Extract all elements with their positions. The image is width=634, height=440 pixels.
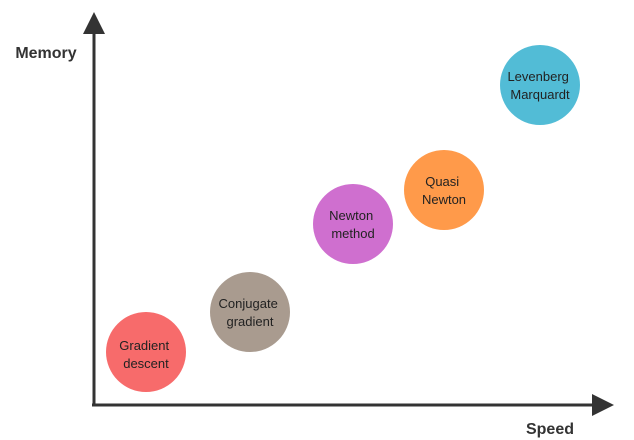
node-circle <box>404 150 484 230</box>
x-axis-label: Speed <box>526 421 574 438</box>
node: Levenberg Marquardt <box>500 45 580 125</box>
node-label: Levenberg Marquardt <box>507 69 572 102</box>
node: Conjugate gradient <box>210 272 290 352</box>
node-label: Conjugate gradient <box>219 296 282 329</box>
x-arrow <box>592 394 614 416</box>
label-line: Marquardt <box>510 87 570 102</box>
label-line: Newton <box>329 208 373 223</box>
label-line: gradient <box>227 314 274 329</box>
node-circle <box>313 184 393 264</box>
y-axis-label: Memory <box>15 45 76 62</box>
node: Quasi Newton <box>404 150 484 230</box>
label-line: method <box>331 226 374 241</box>
node-circle <box>500 45 580 125</box>
y-arrow <box>83 12 105 34</box>
node-label: Quasi Newton <box>422 174 466 207</box>
label-line: Levenberg <box>507 69 568 84</box>
node: Gradient descent <box>106 312 186 392</box>
label-line: descent <box>123 356 169 371</box>
node-circle <box>106 312 186 392</box>
node-circle <box>210 272 290 352</box>
label-line: Quasi <box>425 174 459 189</box>
node-label: Gradient descent <box>119 338 173 371</box>
node-label: Newton method <box>329 208 377 241</box>
label-line: Gradient <box>119 338 169 353</box>
label-line: Conjugate <box>219 296 278 311</box>
node: Newton method <box>313 184 393 264</box>
label-line: Newton <box>422 192 466 207</box>
